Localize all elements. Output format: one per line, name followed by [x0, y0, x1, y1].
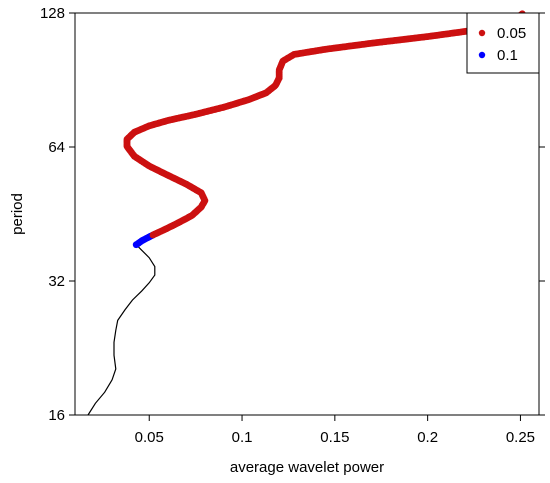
- legend-marker: [478, 51, 486, 59]
- legend-label: 0.05: [497, 25, 526, 42]
- legend-label: 0.1: [497, 47, 518, 64]
- y-axis-label: period: [9, 193, 26, 235]
- x-axis: 0.05 0.1 0.15 0.2 0.25: [135, 415, 535, 446]
- x-tick-label: 0.25: [506, 429, 535, 446]
- plot-area: [87, 10, 526, 416]
- y-tick-label: 32: [48, 273, 65, 290]
- y-tick-label: 16: [48, 407, 65, 424]
- legend-marker: [478, 29, 486, 37]
- plot-frame: [74, 12, 540, 416]
- y-axis: 16 32 64 128: [40, 5, 545, 424]
- legend: 0.05 0.1: [466, 12, 540, 74]
- x-tick-label: 0.1: [232, 429, 253, 446]
- y-tick-label: 64: [48, 139, 65, 156]
- x-axis-label: average wavelet power: [230, 459, 384, 476]
- x-tick-label: 0.2: [417, 429, 438, 446]
- x-tick-label: 0.15: [320, 429, 349, 446]
- y-tick-label: 128: [40, 5, 65, 22]
- period-line: [87, 244, 156, 416]
- legend-box: [466, 12, 540, 74]
- x-tick-label: 0.05: [135, 429, 164, 446]
